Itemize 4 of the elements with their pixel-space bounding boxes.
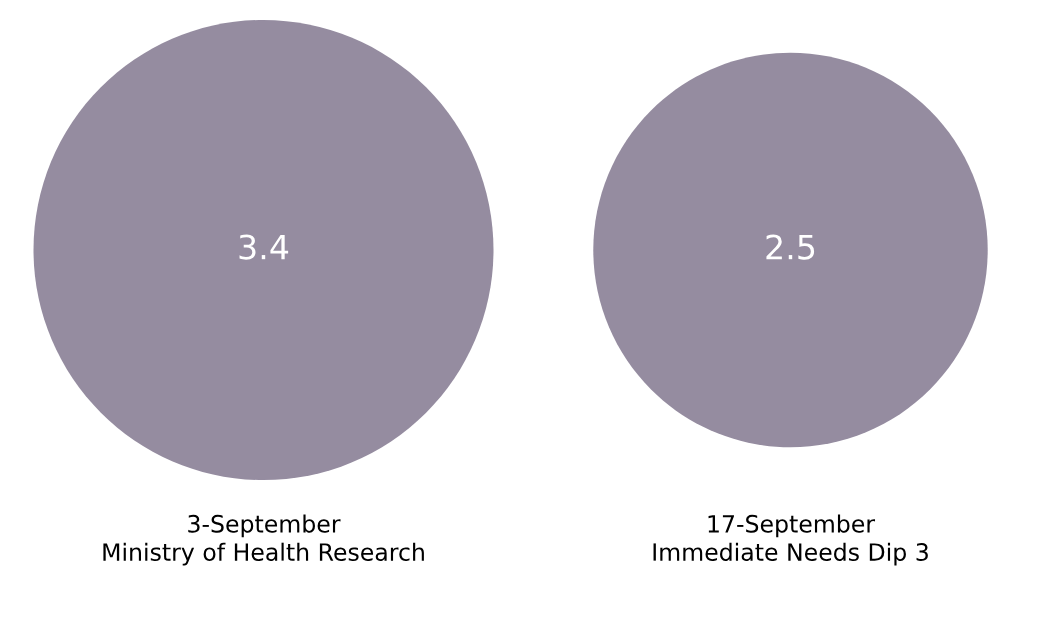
category-label: 3-September Ministry of Health Research: [103, 514, 424, 566]
data-label: 3.4: [239, 234, 289, 260]
category-label: 17-September Immediate Needs Dip 3: [653, 514, 928, 566]
data-label: 2.5: [766, 234, 815, 260]
